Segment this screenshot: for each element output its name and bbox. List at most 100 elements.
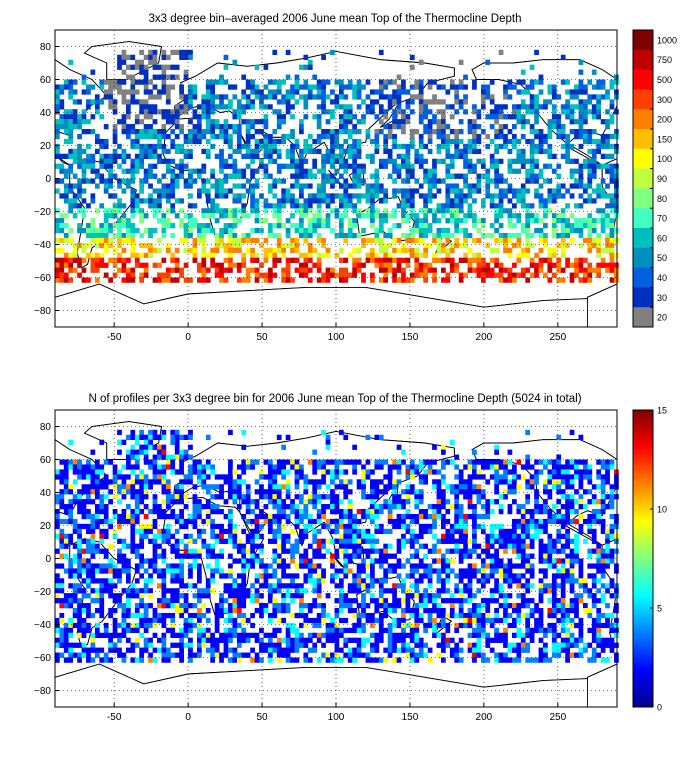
data-bin — [152, 208, 158, 214]
data-bin — [81, 513, 87, 520]
data-bin — [409, 143, 415, 150]
data-bin — [55, 94, 60, 100]
data-bin — [276, 257, 282, 263]
data-bin — [436, 109, 442, 115]
data-bin — [560, 513, 566, 520]
data-bin — [489, 528, 495, 535]
data-bin — [170, 64, 176, 70]
data-bin — [409, 474, 415, 480]
data-bin — [294, 538, 300, 544]
data-bin — [245, 509, 251, 515]
data-bin — [441, 563, 446, 569]
data-bin — [228, 518, 233, 525]
data-bin — [299, 168, 304, 174]
data-bin — [285, 533, 291, 539]
data-bin — [476, 257, 482, 263]
data-bin — [396, 119, 402, 125]
data-bin — [609, 494, 615, 500]
data-bin — [543, 133, 548, 140]
data-bin — [99, 158, 105, 164]
data-bin — [414, 178, 420, 184]
data-bin — [312, 163, 318, 169]
data-bin — [201, 178, 207, 184]
data-bin — [294, 247, 300, 254]
data-bin — [503, 479, 508, 485]
data-bin — [507, 267, 513, 273]
data-bin — [112, 124, 118, 130]
data-bin — [77, 178, 82, 184]
data-bin — [614, 272, 619, 278]
data-bin — [352, 543, 358, 549]
data-bin — [578, 104, 584, 110]
data-bin — [263, 474, 269, 480]
data-bin — [560, 479, 566, 485]
data-bin — [303, 553, 309, 559]
data-bin — [529, 129, 535, 135]
data-bin — [334, 553, 340, 559]
data-bin — [405, 523, 411, 530]
data-bin — [605, 543, 610, 549]
data-bin — [108, 459, 113, 465]
data-bin — [605, 163, 610, 169]
data-bin — [507, 538, 513, 544]
data-bin — [201, 464, 207, 470]
data-bin — [55, 148, 60, 155]
data-bin — [374, 464, 380, 470]
data-bin — [423, 553, 428, 559]
data-bin — [294, 168, 300, 174]
data-bin — [272, 504, 278, 510]
data-bin — [427, 84, 433, 90]
data-bin — [551, 89, 557, 95]
data-bin — [267, 464, 273, 470]
data-bin — [551, 484, 557, 490]
data-bin — [565, 459, 570, 465]
data-bin — [547, 563, 553, 569]
data-bin — [427, 188, 433, 194]
data-bin — [454, 523, 460, 530]
data-bin — [94, 504, 100, 510]
data-bin — [582, 489, 588, 495]
data-bin — [55, 153, 60, 159]
data-bin — [161, 429, 167, 436]
data-bin — [63, 568, 69, 574]
data-bin — [125, 272, 131, 278]
data-bin — [445, 188, 451, 194]
data-bin — [148, 114, 153, 120]
data-bin — [325, 193, 331, 199]
data-bin — [614, 183, 619, 189]
data-bin — [68, 538, 74, 544]
data-bin — [392, 143, 397, 150]
data-bin — [330, 148, 335, 155]
data-bin — [276, 124, 282, 130]
data-bin — [467, 247, 473, 254]
data-bin — [219, 484, 224, 490]
data-bin — [245, 494, 251, 500]
data-bin — [290, 94, 295, 100]
data-bin — [117, 218, 122, 224]
data-bin — [188, 49, 193, 56]
data-bin — [569, 504, 575, 510]
data-bin — [321, 99, 326, 105]
data-bin — [396, 444, 402, 450]
data-bin — [272, 553, 278, 559]
data-bin — [374, 528, 380, 535]
data-bin — [338, 84, 344, 90]
data-bin — [454, 99, 460, 105]
data-bin — [458, 138, 464, 145]
data-bin — [174, 74, 180, 80]
data-bin — [232, 84, 238, 90]
data-bin — [179, 84, 184, 90]
data-bin — [232, 168, 238, 174]
data-bin — [378, 84, 384, 90]
data-bin — [303, 523, 309, 530]
data-bin — [569, 228, 575, 234]
data-bin — [503, 124, 508, 130]
data-bin — [511, 223, 517, 229]
data-bin — [480, 198, 486, 204]
data-bin — [196, 173, 202, 179]
data-bin — [263, 494, 269, 500]
data-bin — [503, 469, 508, 475]
data-bin — [232, 558, 238, 564]
data-bin — [467, 158, 473, 164]
data-bin — [405, 474, 411, 480]
